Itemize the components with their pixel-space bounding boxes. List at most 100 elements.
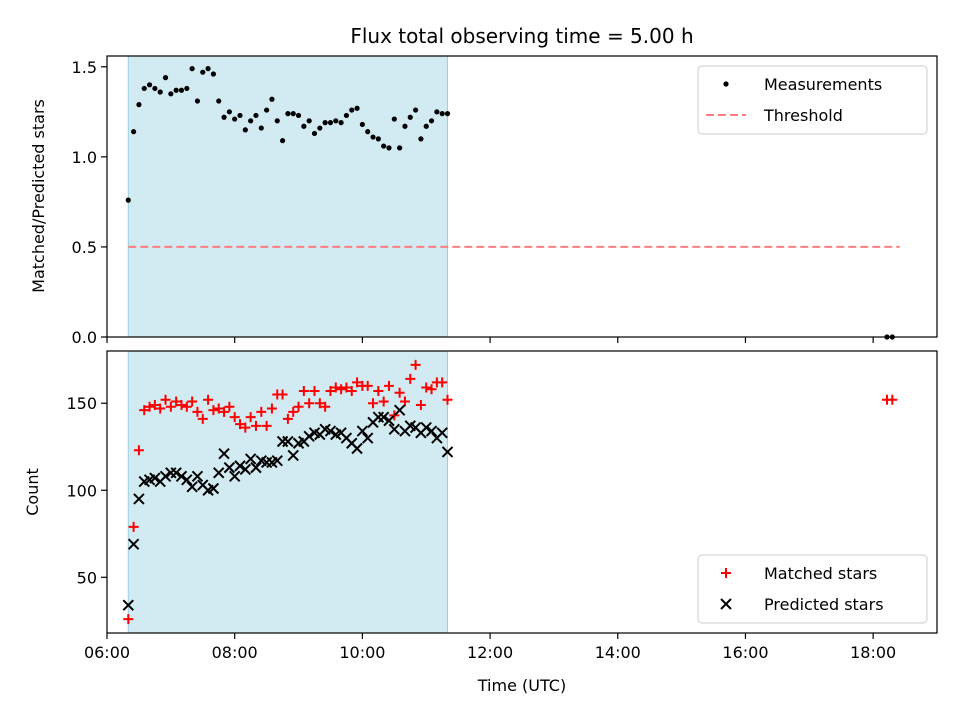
x-tick-label: 18:00	[850, 643, 896, 662]
data-point	[261, 420, 272, 431]
data-point	[256, 406, 267, 417]
data-point	[191, 470, 204, 483]
data-point	[176, 399, 187, 410]
bottom-panel: 50 100 150 06:00 08:00 10:00 12:00 14:00 16:00 18…	[66, 350, 938, 662]
data-point	[229, 412, 240, 423]
data-point	[197, 413, 208, 424]
data-point	[346, 386, 357, 397]
data-point	[248, 118, 254, 124]
data-point	[434, 109, 440, 115]
data-point	[391, 116, 397, 122]
data-point	[397, 145, 403, 151]
data-point	[293, 401, 304, 412]
data-point	[282, 435, 294, 448]
data-point	[146, 82, 153, 88]
data-point	[436, 427, 448, 439]
data-point	[218, 447, 230, 460]
x-axis-label: Time (UTC)	[477, 676, 566, 695]
data-point	[221, 114, 227, 120]
y-tick-label: 1.0	[72, 148, 97, 167]
top-observing-span	[127, 55, 449, 338]
data-point	[287, 449, 299, 462]
data-point	[128, 521, 139, 532]
data-point	[301, 123, 307, 129]
data-point	[359, 121, 365, 128]
data-point	[250, 461, 262, 474]
legend-marker	[721, 568, 731, 578]
data-point	[235, 419, 246, 430]
data-point	[189, 66, 195, 72]
data-point	[234, 460, 246, 472]
data-point	[306, 118, 312, 124]
data-point	[295, 112, 302, 119]
data-point	[405, 373, 416, 384]
data-point	[240, 422, 251, 433]
data-point	[362, 380, 373, 391]
data-point	[228, 470, 241, 483]
data-point	[244, 453, 257, 465]
data-point	[216, 98, 222, 104]
bottom-y-axis-label: Count	[23, 468, 42, 516]
data-point	[223, 461, 236, 474]
data-point	[420, 421, 432, 434]
data-point	[171, 396, 182, 407]
data-point	[354, 105, 360, 111]
data-point	[368, 398, 379, 409]
y-tick-label: 1.5	[72, 58, 97, 77]
data-point	[330, 382, 341, 393]
data-point	[173, 87, 179, 93]
data-point	[343, 112, 350, 119]
data-point	[277, 389, 288, 400]
data-point	[122, 599, 134, 611]
data-point	[389, 410, 400, 421]
data-point	[181, 401, 192, 412]
data-point	[320, 401, 331, 412]
data-point	[365, 129, 371, 135]
x-tick-label: 10:00	[339, 643, 385, 662]
data-point	[322, 120, 328, 126]
bottom-axes-frame	[106, 350, 938, 634]
data-point	[352, 377, 363, 388]
data-point	[269, 96, 275, 102]
data-point	[271, 454, 283, 467]
data-point	[285, 111, 291, 117]
data-point	[309, 386, 320, 397]
data-point	[298, 386, 309, 397]
data-point	[162, 75, 169, 81]
data-point	[388, 423, 401, 436]
data-point	[386, 145, 392, 151]
data-point	[224, 401, 235, 412]
bottom-series-predicted-stars	[122, 404, 454, 611]
data-point	[219, 406, 230, 417]
data-point	[356, 425, 369, 437]
data-point	[237, 112, 243, 119]
x-tick-label: 14:00	[595, 643, 641, 662]
data-point	[213, 467, 225, 479]
data-point	[264, 107, 270, 113]
data-point	[207, 482, 220, 495]
data-point	[349, 107, 355, 113]
data-point	[381, 143, 387, 149]
data-point	[141, 85, 147, 92]
bottom-observing-span	[127, 350, 449, 634]
data-point	[250, 420, 261, 431]
data-point	[279, 138, 286, 144]
data-point	[317, 125, 323, 131]
data-point	[282, 413, 293, 424]
data-point	[157, 89, 163, 95]
data-point	[378, 396, 389, 407]
data-point	[194, 98, 201, 104]
legend-box	[697, 554, 928, 624]
data-point	[165, 401, 176, 412]
legend-label: Measurements	[764, 75, 882, 94]
data-point	[139, 405, 150, 416]
data-point	[125, 197, 131, 203]
data-point	[336, 384, 347, 395]
data-point	[421, 382, 432, 393]
data-point	[439, 111, 445, 117]
bottom-legend: Matched stars Predicted stars	[697, 554, 928, 624]
data-point	[311, 130, 318, 137]
data-point	[327, 120, 334, 126]
legend-marker	[723, 81, 729, 87]
